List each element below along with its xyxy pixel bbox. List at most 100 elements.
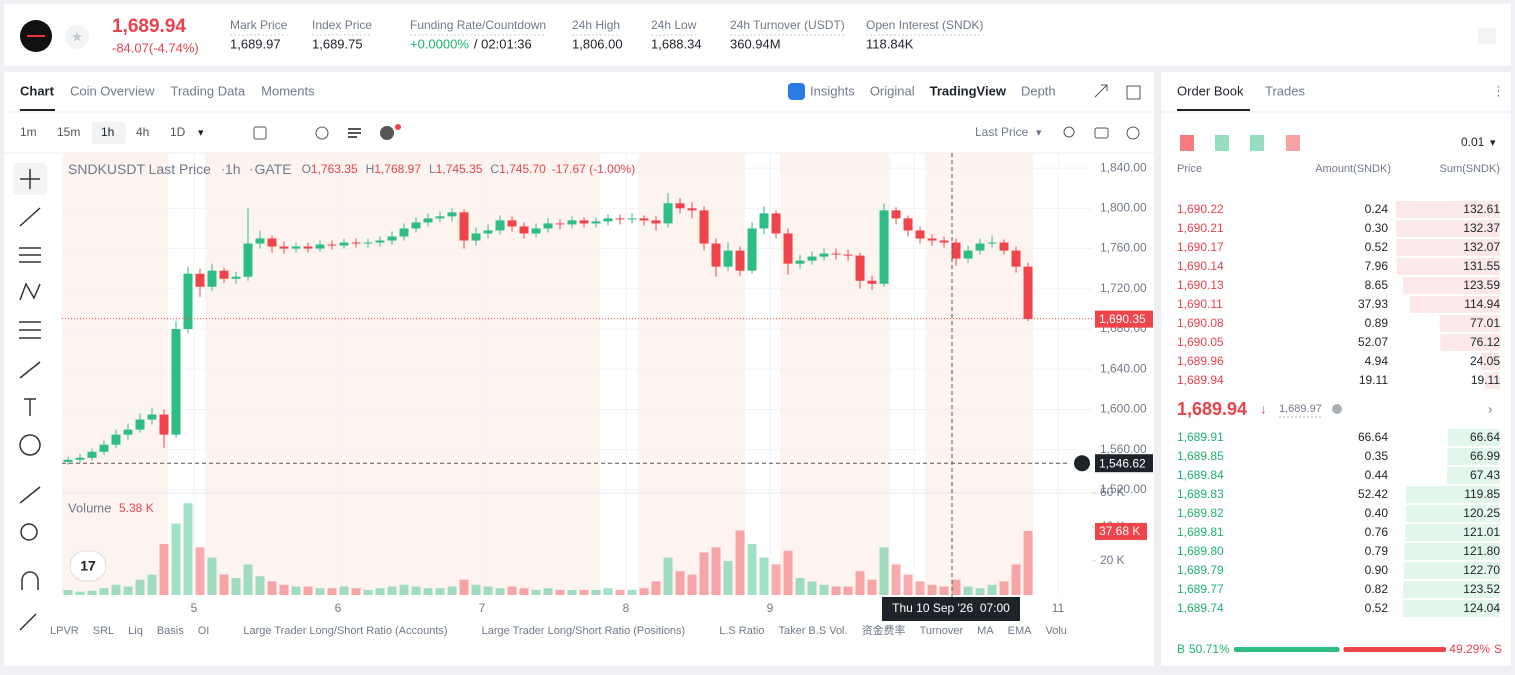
candle-body: [843, 254, 853, 256]
candle-body: [999, 242, 1009, 251]
star[interactable]: ★: [71, 29, 84, 45]
candle-body: [303, 246, 313, 249]
indicator[interactable]: LPVR: [50, 625, 79, 637]
volume-bar: [363, 589, 373, 595]
dropdown[interactable]: ▾: [1036, 127, 1042, 139]
candle-body: [99, 444, 109, 452]
book-tab[interactable]: Order Book: [1177, 83, 1244, 98]
indicator[interactable]: Liq: [128, 625, 143, 637]
y-tick-label: 1,720.00: [1100, 281, 1147, 295]
depth-bar: [1405, 524, 1500, 541]
indicator[interactable]: Basis: [157, 625, 184, 637]
x-tick-label: 7: [479, 601, 486, 615]
book-sum: 77.01: [1470, 316, 1500, 330]
indicator[interactable]: Taker B.S Vol.: [778, 625, 847, 637]
volume-bar: [867, 579, 877, 595]
interval-selected: [92, 122, 126, 144]
interval[interactable]: 1D: [170, 125, 186, 139]
legend-part: 1h: [225, 161, 241, 177]
indicator[interactable]: Turnover: [920, 625, 964, 637]
view-tab[interactable]: Insights: [810, 83, 855, 98]
chart-tab[interactable]: Moments: [261, 83, 315, 98]
book-sum: 132.37: [1463, 221, 1500, 235]
x-tick-label: 11: [1052, 601, 1065, 615]
stat-label: Open Interest (SNDK): [866, 18, 983, 32]
book-sum: 66.64: [1470, 430, 1500, 444]
crosshair-add[interactable]: [1074, 455, 1090, 472]
volume-bar: [507, 586, 517, 595]
book-amount: 0.82: [1365, 582, 1389, 596]
indicator[interactable]: Large Trader Long/Short Ratio (Accounts): [243, 625, 447, 637]
volume-bar: [123, 586, 133, 595]
candle-body: [291, 246, 301, 249]
volume-bar: [171, 523, 181, 595]
indicator[interactable]: Large Trader Long/Short Ratio (Positions…: [482, 625, 686, 637]
candle-body: [687, 208, 697, 211]
menu[interactable]: ⋮: [1492, 83, 1505, 98]
interval[interactable]: 15m: [57, 125, 80, 139]
candle-body: [231, 276, 241, 279]
indicator[interactable]: MA: [977, 625, 994, 637]
last-price-label: 1,690.35: [1099, 312, 1146, 326]
indicator[interactable]: L.S Ratio: [719, 625, 764, 637]
book-sum: 114.94: [1464, 297, 1500, 311]
indicator[interactable]: 资金费率: [862, 623, 906, 637]
candle-body: [951, 242, 961, 259]
price-source[interactable]: Last Price: [975, 125, 1029, 139]
stats: Mark Price 1,689.97 Index Price 1,689.75 Fun…: [230, 18, 983, 51]
indicator[interactable]: EMA: [1008, 625, 1033, 637]
book-price: 1,690.11: [1177, 297, 1223, 311]
volume-bar: [219, 574, 229, 595]
dropdown[interactable]: ▾: [198, 127, 204, 139]
indicator[interactable]: SRL: [93, 625, 114, 637]
candle-body: [963, 250, 973, 259]
volume-bar: [735, 530, 745, 595]
chart-tab[interactable]: Trading Data: [170, 83, 245, 98]
volume-bar: [675, 571, 685, 595]
volume-bar: [387, 586, 397, 595]
book-tab[interactable]: Trades: [1265, 83, 1305, 98]
x-tick-label: 6: [335, 601, 342, 615]
interval[interactable]: 1h: [101, 125, 114, 139]
dropdown[interactable]: ▾: [1490, 137, 1496, 149]
view-tab[interactable]: Original: [870, 83, 915, 98]
view-tab[interactable]: TradingView: [930, 83, 1007, 98]
volume-tag: [1095, 522, 1147, 540]
sell-ratio: [1343, 647, 1446, 652]
toolbar-icons: [253, 84, 1141, 140]
book-amount: 7.96: [1365, 259, 1389, 273]
candle-body: [531, 228, 541, 234]
settings-icon[interactable]: [1478, 28, 1496, 44]
book-amount: 19.11: [1359, 373, 1388, 387]
chart-tab[interactable]: Coin Overview: [70, 83, 155, 98]
candle-body: [387, 236, 397, 241]
volume-bar: [591, 589, 601, 595]
book-amount: 52.42: [1358, 487, 1388, 501]
favorite[interactable]: [65, 25, 89, 49]
precision[interactable]: 0.01: [1461, 135, 1485, 149]
volume-bar: [1011, 564, 1021, 595]
volume-bar: [447, 586, 457, 595]
interval[interactable]: 1m: [20, 125, 37, 139]
indicator[interactable]: Volu: [1046, 625, 1067, 637]
book-price: 1,689.82: [1177, 506, 1224, 520]
volume-bar: [687, 574, 697, 595]
depth-bar: [1447, 448, 1500, 465]
y-tick-label: 1,760.00: [1100, 241, 1147, 255]
chart-tab[interactable]: Chart: [20, 83, 55, 98]
book-amount: 0.30: [1365, 221, 1389, 235]
volume-bar: [1023, 530, 1033, 595]
volume-bar: [75, 591, 85, 595]
view-tab[interactable]: Depth: [1021, 83, 1056, 98]
interval[interactable]: 4h: [136, 125, 149, 139]
book-sum: 124.04: [1463, 601, 1500, 615]
candle-body: [891, 210, 901, 219]
candle-body: [375, 240, 385, 243]
volume-value: 5.38 K: [119, 501, 154, 515]
chevron[interactable]: ›: [1488, 401, 1492, 416]
volume-bar: [111, 584, 121, 595]
indicator[interactable]: OI: [198, 625, 210, 637]
last-price-tag: [1095, 310, 1153, 328]
candle-body: [315, 244, 325, 249]
